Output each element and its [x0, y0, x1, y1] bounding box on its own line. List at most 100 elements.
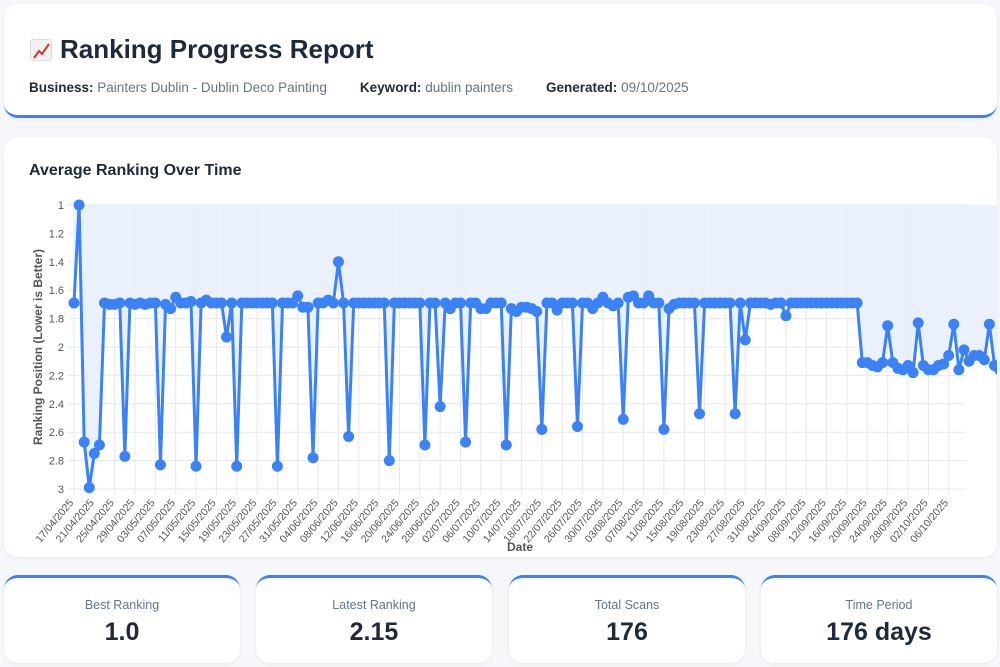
page-title: Ranking Progress Report [30, 34, 374, 65]
data-point [500, 439, 512, 451]
data-point [571, 421, 583, 433]
page-title-text: Ranking Progress Report [60, 34, 374, 64]
data-point [983, 318, 995, 330]
stat-value: 176 [606, 618, 648, 646]
data-point [694, 408, 706, 420]
stat-label: Latest Ranking [332, 598, 416, 612]
data-point [302, 301, 314, 313]
data-point [338, 297, 350, 309]
y-tick-label: 1.2 [49, 228, 64, 240]
area-fill [74, 205, 997, 488]
data-point [88, 448, 100, 459]
y-tick-label: 2 [58, 342, 64, 354]
y-axis-title: Ranking Position (Lower is Better) [31, 249, 45, 445]
y-tick-label: 2.6 [49, 427, 64, 439]
data-point [943, 350, 955, 362]
data-point [119, 450, 131, 462]
data-point [658, 423, 670, 435]
data-point [454, 297, 466, 309]
data-point [78, 436, 90, 448]
data-point [877, 357, 889, 369]
data-point [495, 297, 507, 309]
data-point [73, 199, 85, 211]
data-point [612, 297, 624, 309]
chart-card: Average Ranking Over Time 1 1.2 1.4 1.6 1.8 2… [4, 137, 997, 557]
business-value: Painters Dublin - Dublin Deco Painting [97, 80, 327, 95]
data-point [882, 320, 894, 332]
data-point [226, 297, 238, 309]
data-point [775, 297, 787, 309]
generated-value: 09/10/2025 [621, 80, 689, 95]
keyword-info: Keyword: dublin painters [359, 80, 514, 95]
data-point [149, 297, 161, 309]
y-tick-label: 1.8 [49, 314, 64, 326]
data-point [729, 408, 741, 420]
chart-increasing-icon [30, 38, 52, 61]
data-point [190, 460, 202, 472]
data-point [953, 364, 965, 376]
data-point [154, 459, 166, 471]
data-point [734, 297, 746, 309]
stat-card-time-period: Time Period 176 days [761, 575, 997, 663]
data-point [383, 455, 395, 467]
data-point [948, 318, 960, 330]
data-point [724, 297, 736, 309]
data-point [414, 297, 426, 309]
stat-label: Total Scans [594, 598, 660, 612]
data-point [419, 439, 431, 451]
ranking-line-chart[interactable]: 11.21.41.61.822.22.42.62.8317/04/202521/… [4, 137, 997, 557]
data-point [327, 297, 339, 309]
data-point [215, 297, 227, 309]
data-point [994, 364, 997, 375]
data-point [958, 344, 970, 356]
data-point [978, 354, 990, 366]
generated-info: Generated: 09/10/2025 [546, 80, 689, 95]
data-point [292, 290, 304, 302]
data-point [566, 297, 578, 309]
data-point [851, 297, 863, 309]
data-point [271, 460, 283, 472]
data-point [907, 367, 919, 379]
data-point [653, 297, 665, 309]
stat-value: 2.15 [349, 618, 399, 646]
y-tick-label: 2.2 [49, 370, 64, 382]
y-tick-label: 1.6 [49, 285, 64, 297]
data-point [536, 423, 548, 435]
stat-value: 176 days [826, 618, 932, 646]
data-point [434, 401, 446, 413]
data-point [938, 358, 950, 370]
data-point [429, 297, 441, 309]
data-point [531, 306, 543, 317]
data-point [83, 482, 95, 494]
data-point [688, 297, 700, 309]
y-tick-label: 1 [58, 200, 64, 212]
data-point [114, 297, 126, 309]
data-point [68, 297, 80, 309]
chart-title: Average Ranking Over Time [29, 162, 242, 179]
data-point [332, 256, 344, 268]
data-point [221, 331, 233, 343]
stat-card-total-scans: Total Scans 176 [509, 575, 745, 663]
stat-label: Best Ranking [84, 598, 160, 612]
stat-value: 1.0 [104, 618, 140, 646]
keyword-value: dublin painters [425, 80, 514, 95]
y-tick-label: 3 [58, 484, 64, 496]
data-point [617, 413, 629, 425]
data-point [378, 297, 390, 309]
data-point [266, 297, 278, 309]
report-meta: Business: Painters Dublin - Dublin Deco … [29, 80, 689, 95]
data-point [307, 452, 319, 464]
data-point [343, 430, 355, 442]
data-point [185, 296, 197, 308]
y-tick-label: 1.4 [49, 257, 64, 269]
stat-card-best-ranking: Best Ranking 1.0 [4, 575, 240, 663]
x-axis-title: Date [507, 540, 533, 554]
y-tick-label: 2.4 [49, 399, 64, 411]
data-point [739, 334, 751, 346]
data-point [460, 436, 472, 448]
y-tick-label: 2.8 [49, 456, 64, 468]
data-point [912, 317, 924, 329]
data-point [93, 439, 105, 451]
stat-label: Time Period [845, 598, 913, 612]
business-info: Business: Painters Dublin - Dublin Deco … [29, 80, 327, 95]
